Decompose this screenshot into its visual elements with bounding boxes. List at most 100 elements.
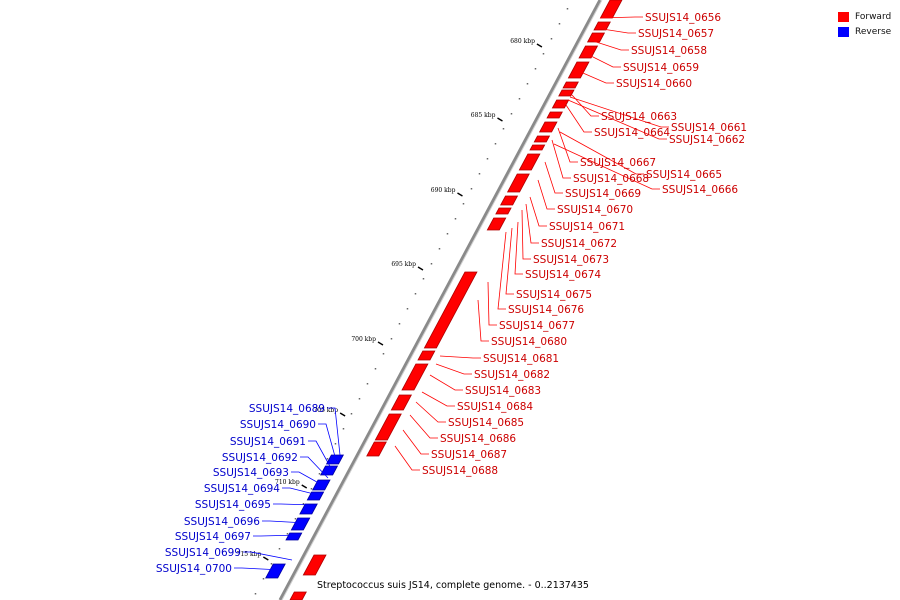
forward-gene[interactable]	[417, 350, 436, 361]
forward-gene-label[interactable]: SSUJS14_0662	[669, 134, 745, 146]
forward-gene[interactable]	[551, 99, 570, 109]
reverse-gene-label[interactable]: SSUJS14_0697	[175, 531, 251, 543]
forward-gene-label[interactable]: SSUJS14_0684	[457, 401, 533, 413]
reverse-gene[interactable]	[285, 532, 303, 541]
reverse-gene[interactable]	[299, 503, 318, 515]
forward-gene[interactable]	[599, 0, 623, 19]
forward-gene-label[interactable]: SSUJS14_0681	[483, 353, 559, 365]
forward-gene-label[interactable]: SSUJS14_0677	[499, 320, 575, 332]
forward-gene[interactable]	[390, 394, 413, 411]
forward-gene[interactable]	[578, 45, 599, 59]
forward-gene-label[interactable]: SSUJS14_0674	[525, 269, 601, 281]
forward-gene[interactable]	[499, 195, 519, 206]
minor-tick	[294, 518, 297, 520]
legend-forward-label: Forward	[855, 11, 892, 22]
forward-gene[interactable]	[423, 271, 478, 349]
forward-gene[interactable]	[302, 554, 327, 576]
forward-leader-line	[529, 196, 547, 227]
forward-gene-label[interactable]: SSUJS14_0670	[557, 204, 633, 216]
reverse-gene[interactable]	[306, 491, 325, 501]
forward-gene-label[interactable]: SSUJS14_0669	[565, 188, 641, 200]
reverse-leader-line	[253, 534, 301, 537]
forward-gene-label[interactable]: SSUJS14_0680	[491, 336, 567, 348]
forward-gene[interactable]	[486, 217, 507, 231]
reverse-leader-line	[318, 423, 337, 461]
forward-gene-label[interactable]: SSUJS14_0668	[573, 173, 649, 185]
forward-gene[interactable]	[558, 89, 575, 97]
forward-gene-label[interactable]: SSUJS14_0685	[448, 417, 524, 429]
reverse-gene[interactable]	[290, 517, 311, 531]
reverse-gene-label[interactable]: SSUJS14_0690	[240, 419, 316, 431]
forward-gene-label[interactable]: SSUJS14_0675	[516, 289, 592, 301]
tick-label: 695 kbp	[391, 261, 416, 268]
forward-gene[interactable]	[374, 413, 402, 441]
forward-gene-label[interactable]: SSUJS14_0663	[601, 111, 677, 123]
forward-gene-label[interactable]: SSUJS14_0664	[594, 127, 670, 139]
minor-tick	[366, 383, 369, 385]
reverse-gene[interactable]	[325, 454, 345, 465]
forward-gene-label[interactable]: SSUJS14_0666	[662, 184, 738, 196]
minor-tick	[542, 53, 545, 55]
forward-gene[interactable]	[538, 121, 558, 133]
forward-leader-line	[402, 429, 429, 455]
forward-gene[interactable]	[533, 135, 551, 143]
reverse-leader-line	[300, 456, 329, 479]
forward-leader-line	[521, 209, 531, 260]
reverse-gene-label[interactable]: SSUJS14_0700	[156, 563, 232, 575]
forward-leader-line	[487, 281, 497, 326]
forward-gene[interactable]	[495, 207, 512, 215]
reverse-gene[interactable]	[319, 465, 339, 476]
forward-gene-label[interactable]: SSUJS14_0671	[549, 221, 625, 233]
forward-gene-label[interactable]: SSUJS14_0667	[580, 157, 656, 169]
forward-gene-label[interactable]: SSUJS14_0688	[422, 465, 498, 477]
forward-gene-label[interactable]: SSUJS14_0687	[431, 449, 507, 461]
reverse-leader-line	[282, 487, 319, 496]
forward-gene-label[interactable]: SSUJS14_0659	[623, 62, 699, 74]
forward-leader-line	[421, 391, 455, 407]
minor-tick	[470, 188, 473, 190]
forward-gene[interactable]	[529, 144, 546, 151]
forward-gene-label[interactable]: SSUJS14_0660	[616, 78, 692, 90]
minor-tick	[318, 473, 321, 475]
forward-gene[interactable]	[366, 441, 387, 457]
forward-gene-label[interactable]: SSUJS14_0656	[645, 12, 721, 24]
reverse-gene-label[interactable]: SSUJS14_0689	[249, 403, 325, 415]
forward-leader-line	[599, 16, 643, 19]
forward-gene[interactable]	[567, 61, 590, 79]
forward-gene-label[interactable]: SSUJS14_0665	[646, 169, 722, 181]
forward-gene[interactable]	[586, 32, 606, 43]
forward-gene[interactable]	[546, 111, 563, 119]
forward-leader-line	[394, 445, 420, 471]
forward-gene[interactable]	[401, 363, 429, 391]
reverse-gene-label[interactable]: SSUJS14_0696	[184, 516, 260, 528]
forward-gene[interactable]	[289, 591, 307, 600]
tick-label: 690 kbp	[431, 187, 456, 194]
forward-gene-label[interactable]: SSUJS14_0676	[508, 304, 584, 316]
forward-gene[interactable]	[506, 173, 530, 193]
forward-leader-line	[439, 355, 481, 359]
forward-gene[interactable]	[518, 153, 541, 171]
reverse-gene-label[interactable]: SSUJS14_0694	[204, 483, 280, 495]
forward-gene-label[interactable]: SSUJS14_0683	[465, 385, 541, 397]
minor-tick	[358, 398, 361, 400]
minor-tick	[342, 428, 345, 430]
forward-gene[interactable]	[562, 81, 579, 89]
forward-leader-line	[569, 96, 669, 128]
reverse-gene-label[interactable]: SSUJS14_0691	[230, 436, 306, 448]
forward-gene-label[interactable]: SSUJS14_0658	[631, 45, 707, 57]
forward-gene-label[interactable]: SSUJS14_0661	[671, 122, 747, 134]
reverse-gene-label[interactable]: SSUJS14_0699	[165, 547, 241, 559]
reverse-gene-label[interactable]: SSUJS14_0695	[195, 499, 271, 511]
minor-tick	[302, 503, 305, 505]
forward-leader-line	[477, 299, 489, 342]
forward-leader-line	[435, 363, 472, 375]
reverse-gene-label[interactable]: SSUJS14_0692	[222, 452, 298, 464]
forward-gene-label[interactable]: SSUJS14_0682	[474, 369, 550, 381]
forward-gene-label[interactable]: SSUJS14_0686	[440, 433, 516, 445]
reverse-gene-label[interactable]: SSUJS14_0693	[213, 467, 289, 479]
forward-gene-label[interactable]: SSUJS14_0673	[533, 254, 609, 266]
forward-gene-label[interactable]: SSUJS14_0657	[638, 28, 714, 40]
minor-tick	[502, 128, 505, 130]
forward-gene-label[interactable]: SSUJS14_0672	[541, 238, 617, 250]
reverse-gene[interactable]	[265, 563, 286, 579]
